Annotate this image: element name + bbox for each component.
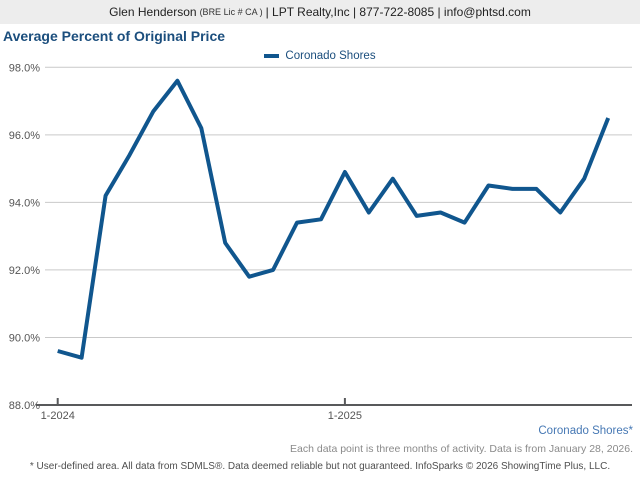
series-line-coronado-shores: [57, 78, 611, 360]
data-note: Each data point is three months of activ…: [290, 443, 633, 455]
header-contact-info: | LPT Realty,Inc | 877-722-8085 | info@p…: [265, 5, 531, 19]
y-axis-tick-label: 96.0%: [9, 130, 40, 142]
header-license: (BRE Lic # CA ): [199, 7, 263, 17]
legend-line-swatch: [264, 54, 280, 58]
y-axis-tick-label: 88.0%: [9, 400, 40, 412]
y-axis-tick-label: 92.0%: [9, 265, 40, 277]
legend-series-label: Coronado Shores: [285, 50, 376, 62]
x-axis-tick-label: 1-2025: [328, 410, 362, 422]
header-agent-name: Glen Henderson: [109, 5, 197, 19]
chart-canvas: 88.0% 90.0% 92.0% 94.0% 96.0% 98.0% 1-2024 1-20…: [9, 62, 632, 422]
y-axis-tick-label: 90.0%: [9, 332, 40, 344]
series-footnote-link: Coronado Shores*: [538, 425, 633, 437]
disclaimer-text: * User-defined area. All data from SDMLS…: [29, 461, 611, 472]
chart-legend: Coronado Shores: [0, 49, 640, 63]
x-axis-tick-label: 1-2024: [41, 410, 75, 422]
y-axis-tick-label: 94.0%: [9, 197, 40, 209]
y-axis-tick-label: 98.0%: [9, 62, 40, 74]
page-title: Average Percent of Original Price: [3, 28, 226, 44]
line-chart: 88.0% 90.0% 92.0% 94.0% 96.0% 98.0% 1-2024 1-20…: [0, 62, 640, 422]
header-bar: Glen Henderson (BRE Lic # CA ) | LPT Rea…: [0, 0, 640, 24]
